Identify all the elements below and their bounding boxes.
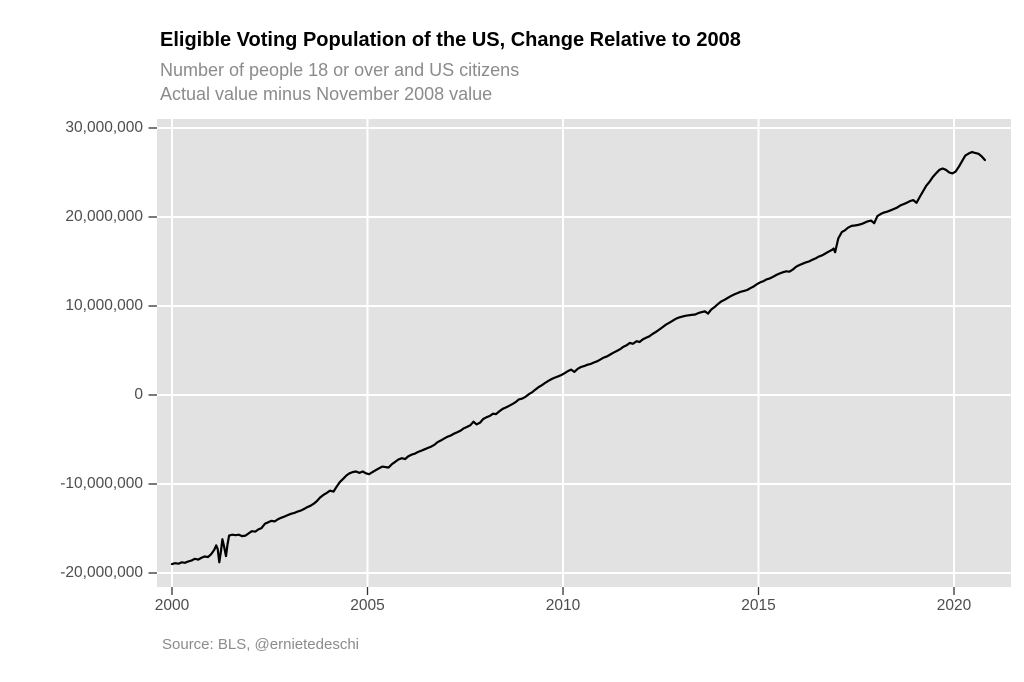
y-axis-tick-label: 30,000,000 <box>65 119 143 136</box>
chart-subtitle-line1: Number of people 18 or over and US citiz… <box>160 60 520 80</box>
y-axis-tick-label: 10,000,000 <box>65 297 143 314</box>
y-axis-tick-label: 0 <box>134 386 143 403</box>
y-axis-tick-label: -20,000,000 <box>60 564 143 581</box>
chart-subtitle-line2: Actual value minus November 2008 value <box>160 84 493 104</box>
x-axis-tick-label: 2015 <box>741 597 776 614</box>
x-axis-tick-label: 2005 <box>350 597 385 614</box>
x-axis-tick-label: 2010 <box>545 597 581 614</box>
data-line <box>170 150 987 566</box>
chart-title: Eligible Voting Population of the US, Ch… <box>160 29 741 51</box>
y-axis-tick-label: 20,000,000 <box>65 208 143 225</box>
panel-background <box>157 119 1011 587</box>
source-caption: Source: BLS, @ernietedeschi <box>162 636 359 653</box>
x-axis-tick-label: 2020 <box>936 597 972 614</box>
x-axis-tick-label: 2000 <box>154 597 190 614</box>
y-axis-tick-label: -10,000,000 <box>60 475 143 492</box>
